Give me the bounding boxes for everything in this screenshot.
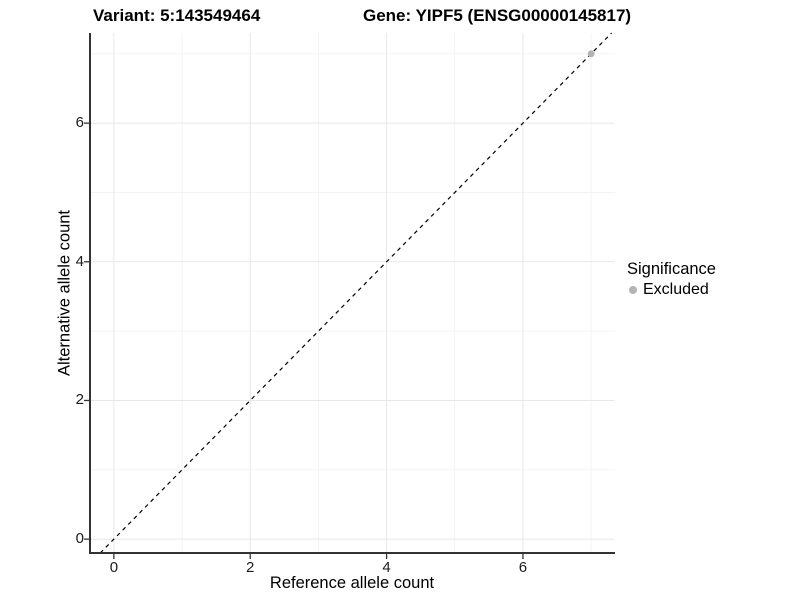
x-axis-label: Reference allele count	[269, 574, 435, 592]
x-tick-label: 2	[246, 559, 255, 576]
x-tick-label: 0	[109, 559, 119, 576]
legend-title: Significance	[627, 260, 716, 278]
identity-dashed-line	[99, 32, 613, 554]
legend: Significance Excluded	[627, 260, 716, 299]
legend-item-label: Excluded	[643, 281, 709, 298]
legend-items: Excluded	[627, 281, 716, 299]
plot-title-gene: Gene: YIPF5 (ENSG00000145817)	[363, 6, 632, 25]
plot-title-variant: Variant: 5:143549464	[93, 6, 261, 25]
x-tick-label: 4	[382, 559, 391, 576]
data-point	[587, 50, 595, 58]
legend-key-dot-icon	[629, 286, 637, 294]
y-tick-label: 0	[75, 530, 84, 548]
y-tick-label: 2	[75, 391, 84, 409]
legend-item: Excluded	[627, 281, 716, 299]
x-tick-label: 6	[518, 559, 528, 576]
y-tick-label: 6	[75, 114, 84, 132]
y-axis-label: Alternative allele count	[55, 209, 74, 377]
y-tick-label: 4	[75, 252, 84, 270]
